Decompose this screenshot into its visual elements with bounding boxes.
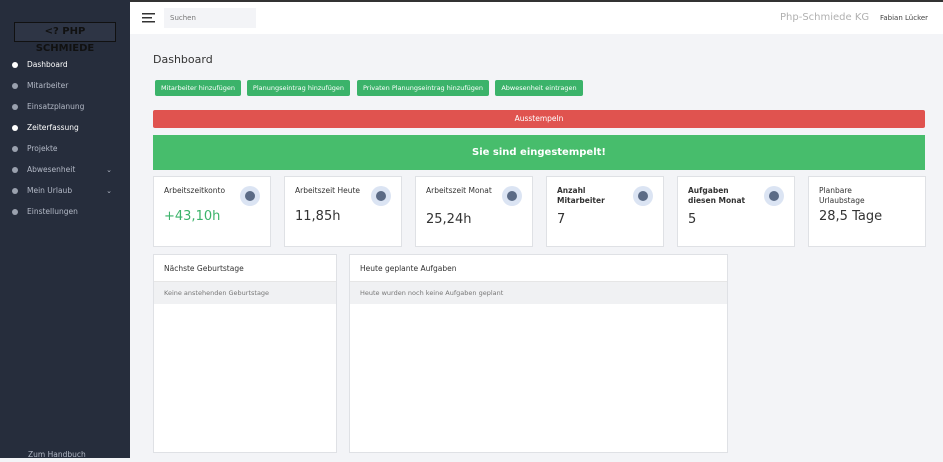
card-icon xyxy=(502,186,522,206)
icon-glyph xyxy=(769,191,779,201)
menu-icon xyxy=(12,146,18,152)
card-label: Planbare Urlaubstage xyxy=(819,186,865,205)
handbook-link[interactable]: Zum Handbuch xyxy=(28,450,86,459)
logo: <? PHP SCHMIEDE xyxy=(14,22,116,54)
menu-label: Dashboard xyxy=(27,60,68,69)
card-label: Aufgaben diesen Monat xyxy=(688,186,746,205)
user-menu[interactable]: Fabian Lücker xyxy=(880,14,929,22)
menu-item[interactable]: Mein Urlaub ⌄ xyxy=(12,184,122,198)
panel-title: Heute geplante Aufgaben xyxy=(350,255,727,282)
panel: Heute geplante Aufgaben Heute wurden noch… xyxy=(349,254,728,453)
company-name: Php-Schmiede KG xyxy=(780,12,870,23)
menu-item[interactable]: Projekte xyxy=(12,142,122,156)
card-label: Arbeitszeit Heute xyxy=(295,186,361,195)
card-label: Arbeitszeitkonto xyxy=(164,186,226,195)
menu-item[interactable]: Einsatzplanung xyxy=(12,100,122,114)
menu-label: Zeiterfassung xyxy=(27,123,79,132)
menu-item[interactable]: Zeiterfassung xyxy=(12,121,122,135)
menu-item[interactable]: Mitarbeiter xyxy=(12,79,122,93)
panel-title: Nächste Geburtstage xyxy=(154,255,336,282)
card-value: 25,24h xyxy=(426,212,472,227)
action-button[interactable]: Privaten Planungseintrag hinzufügen xyxy=(357,80,489,96)
chevron: ⌄ xyxy=(106,166,112,174)
action-button[interactable]: Mitarbeiter hinzufügen xyxy=(155,80,241,96)
menu-label: Mitarbeiter xyxy=(27,81,69,90)
card-icon xyxy=(240,186,260,206)
search-input[interactable]: Suchen xyxy=(164,8,256,28)
menu-label: Projekte xyxy=(27,144,58,153)
menu-icon xyxy=(12,83,18,89)
stat-card: Arbeitszeitkonto +43,10h xyxy=(153,176,271,247)
menu-item[interactable]: Dashboard xyxy=(12,58,122,72)
icon-glyph xyxy=(507,191,517,201)
stat-card: Aufgaben diesen Monat 5 xyxy=(677,176,795,247)
menu-icon xyxy=(12,167,18,173)
menu-label: Mein Urlaub xyxy=(27,186,73,195)
stat-card: Arbeitszeit Heute 11,85h xyxy=(284,176,402,247)
menu-label: Einstellungen xyxy=(27,207,78,216)
menu-icon xyxy=(12,188,18,194)
icon-glyph xyxy=(638,191,648,201)
menu-icon xyxy=(12,62,18,68)
action-button[interactable]: Planungseintrag hinzufügen xyxy=(247,80,350,96)
icon-glyph xyxy=(376,191,386,201)
card-value: 7 xyxy=(557,212,566,227)
icon-glyph xyxy=(245,191,255,201)
topbar: Suchen Php-Schmiede KG Fabian Lücker xyxy=(130,0,943,34)
card-icon xyxy=(633,186,653,206)
menu-label: Abwesenheit xyxy=(27,165,76,174)
menu-item[interactable]: Abwesenheit ⌄ xyxy=(12,163,122,177)
action-button[interactable]: Abwesenheit eintragen xyxy=(495,80,583,96)
hamburger[interactable] xyxy=(142,12,156,24)
stat-card: Arbeitszeit Monat 25,24h xyxy=(415,176,533,247)
card-value: 11,85h xyxy=(295,209,341,224)
menu-icon xyxy=(12,125,18,131)
card-label: Anzahl Mitarbeiter xyxy=(557,186,605,205)
status-banner: Sie sind eingestempelt! xyxy=(153,135,925,170)
card-icon xyxy=(764,186,784,206)
menu-icon xyxy=(12,209,18,215)
menu-item[interactable]: Einstellungen xyxy=(12,205,122,219)
menu-icon xyxy=(12,104,18,110)
stat-card: Planbare Urlaubstage 28,5 Tage xyxy=(808,176,926,247)
panel-empty-text: Keine anstehenden Geburtstage xyxy=(154,282,336,304)
card-value: 5 xyxy=(688,212,697,227)
stat-card: Anzahl Mitarbeiter 7 xyxy=(546,176,664,247)
clock-out-button[interactable]: Ausstempeln xyxy=(153,110,925,128)
panel: Nächste Geburtstage Keine anstehenden Geb… xyxy=(153,254,337,453)
chevron: ⌄ xyxy=(106,187,112,195)
menu-label: Einsatzplanung xyxy=(27,102,85,111)
panel-empty-text: Heute wurden noch keine Aufgaben geplant xyxy=(350,282,727,304)
page-title: Dashboard xyxy=(153,53,213,66)
card-value: +43,10h xyxy=(164,209,221,224)
card-value: 28,5 Tage xyxy=(819,209,883,224)
sidebar: <? PHP SCHMIEDE Dashboard Mitarbeiter Eins… xyxy=(0,0,130,459)
card-label: Arbeitszeit Monat xyxy=(426,186,492,195)
card-icon xyxy=(371,186,391,206)
